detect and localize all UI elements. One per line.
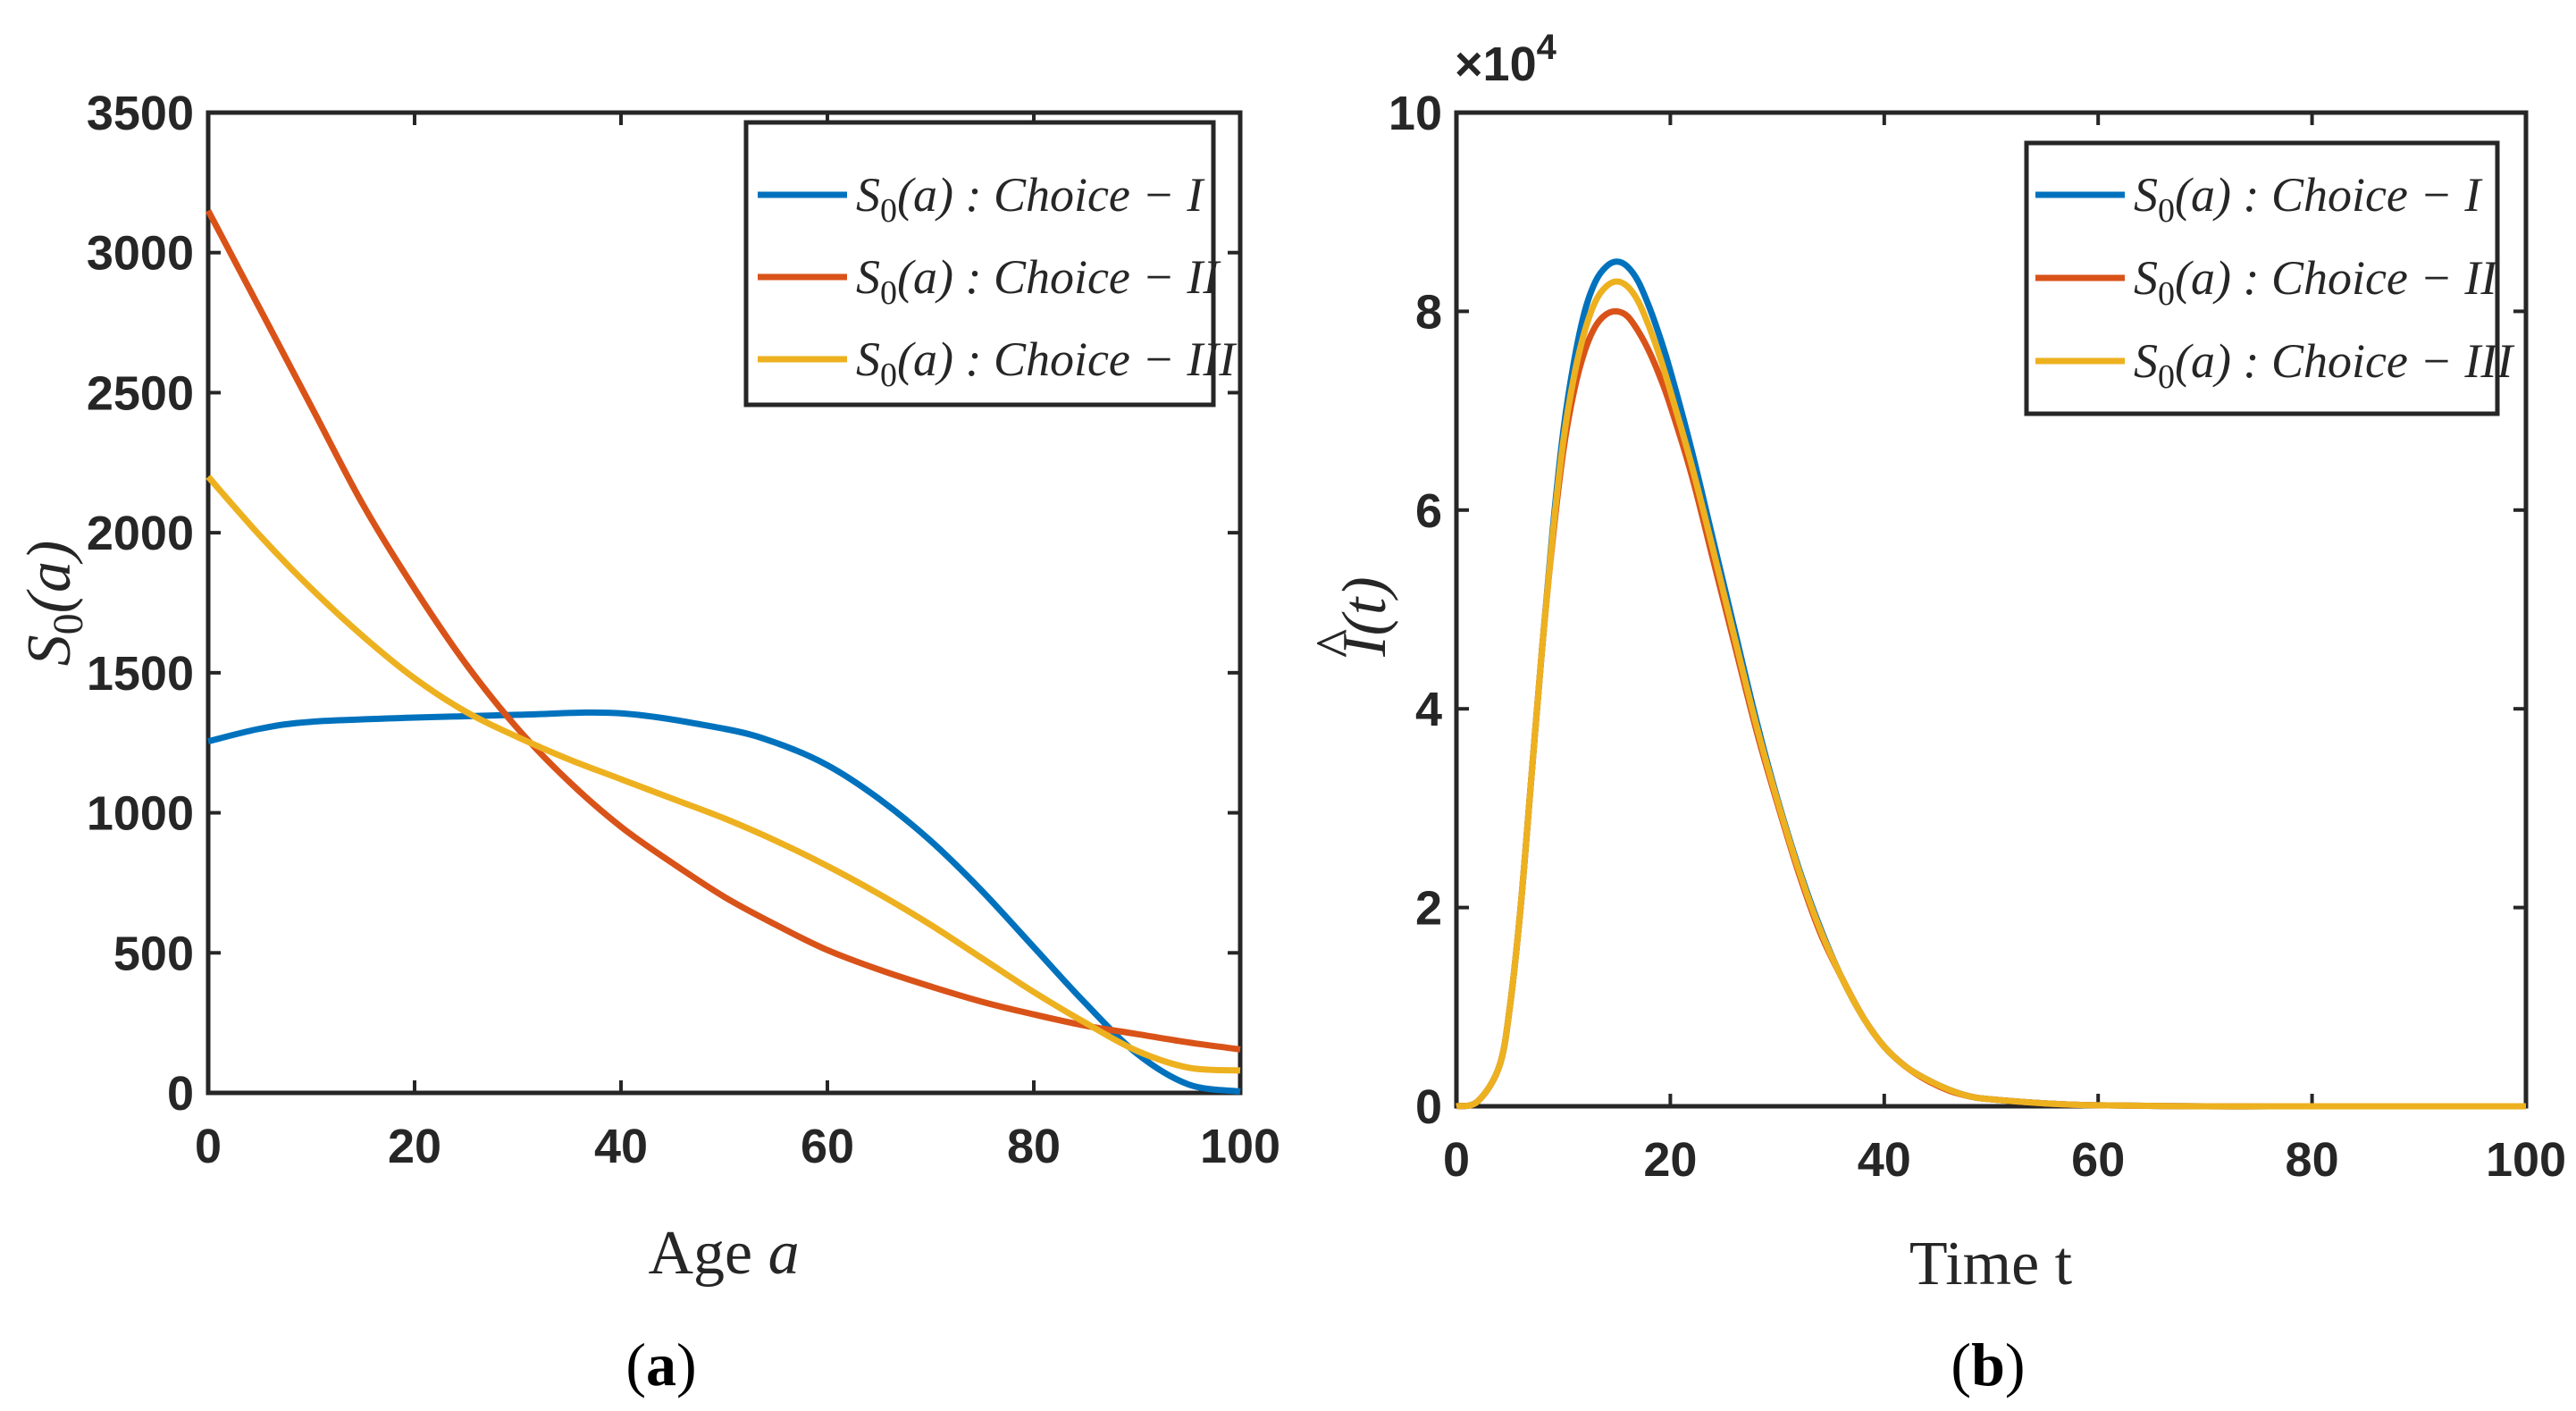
panel-caption-b-letter: b — [1971, 1331, 2005, 1398]
chart-b-legend-2-rest: (a) : Choice − II — [2175, 251, 2499, 305]
chart-a-y-axis-label-main: S — [15, 634, 84, 666]
chart-b-x-tick-label-3: 60 — [2071, 1133, 2125, 1187]
chart-b-y-axis-label-arg: (t) — [1330, 576, 1399, 635]
chart-b-y-tick-label-1: 2 — [1415, 882, 1442, 936]
chart-a-y-axis-label-sub: 0 — [45, 613, 92, 634]
chart-b-x-tick-label-5: 100 — [2486, 1133, 2566, 1187]
chart-a-legend-2-rest: (a) : Choice − II — [897, 250, 1221, 304]
chart-a-x-tick-label-1: 20 — [388, 1120, 441, 1173]
chart-a-x-axis-label-text: Age — [648, 1219, 768, 1288]
chart-b-legend-1-main: S — [2134, 168, 2158, 222]
chart-b-y-tick-label-4: 8 — [1415, 285, 1442, 339]
chart-b-legend-3-rest: (a) : Choice − III — [2175, 334, 2515, 388]
chart-b-x-tick-label-4: 80 — [2286, 1133, 2339, 1187]
chart-b-y-ticks: 0 2 4 6 8 10 — [1389, 87, 2526, 1134]
chart-b-y-tick-label-0: 0 — [1415, 1080, 1442, 1134]
chart-a-legend-1-main: S — [856, 168, 880, 222]
chart-a-series-line-2 — [205, 209, 1241, 1053]
chart-b-x-tick-label-1: 20 — [1643, 1133, 1697, 1187]
chart-b-legend-label-3: S0(a) : Choice − III — [2134, 334, 2515, 396]
chart-b-y-axis-label: ^ I(t) — [1304, 576, 1399, 658]
chart-b-y-axis-label-main: I — [1330, 633, 1399, 658]
chart-b-exponent-power: 4 — [1537, 28, 1557, 67]
chart-a-legend-1-rest: (a) : Choice − I — [897, 168, 1205, 222]
chart-a-lines — [205, 209, 1241, 1095]
panel-caption-a-close: ) — [676, 1331, 697, 1398]
chart-a-x-axis-label-var: a — [768, 1219, 800, 1288]
chart-a-x-ticks: 0 20 40 60 80 100 — [195, 113, 1280, 1173]
chart-b-legend-3-sub: 0 — [2158, 358, 2175, 396]
chart-b-y-tick-label-5: 10 — [1389, 87, 1442, 140]
chart-b-legend-3-main: S — [2134, 334, 2158, 388]
chart-b-legend-1-sub: 0 — [2158, 192, 2175, 230]
chart-b-x-ticks: 0 20 40 60 80 100 — [1443, 113, 2566, 1187]
chart-b-series-line-3 — [1456, 278, 2526, 1110]
chart-a-legend-2-sub: 0 — [880, 274, 897, 312]
chart-b-legend: S0(a) : Choice − I S0(a) : Choice − II S… — [2024, 140, 2515, 416]
chart-a-x-tick-label-5: 100 — [1200, 1120, 1280, 1173]
chart-a-legend-3-sub: 0 — [880, 357, 897, 394]
chart-a-x-axis-label: Age a — [648, 1219, 799, 1288]
chart-a-legend-label-1: S0(a) : Choice − I — [856, 168, 1205, 230]
chart-b-y-tick-label-3: 6 — [1415, 484, 1442, 538]
chart-a-legend-3-main: S — [856, 332, 880, 386]
chart-a: 0 20 40 60 80 100 0 500 1000 1500 2000 2500 3000 350… — [15, 87, 1280, 1288]
chart-a-y-tick-label-2: 1000 — [87, 787, 194, 841]
chart-b-x-axis-label: Time t — [1909, 1230, 2073, 1298]
chart-a-series-line-1 — [207, 709, 1241, 1095]
chart-b-legend-2-sub: 0 — [2158, 275, 2175, 313]
panel-caption-a-open: ( — [625, 1331, 646, 1398]
chart-b-y-tick-label-2: 4 — [1415, 683, 1442, 736]
chart-a-y-axis-label: S0(a) — [15, 541, 92, 667]
chart-a-y-tick-label-0: 0 — [167, 1067, 194, 1121]
chart-a-legend: S0(a) : Choice − I S0(a) : Choice − II S… — [743, 120, 1238, 407]
panel-caption-a: (a) — [625, 1331, 696, 1398]
chart-a-x-tick-label-3: 60 — [801, 1120, 854, 1173]
chart-a-y-tick-label-3: 1500 — [87, 647, 194, 701]
chart-a-y-tick-label-5: 2500 — [87, 366, 194, 420]
chart-b-lines — [1456, 258, 2526, 1110]
chart-b-y-axis-label-hat: ^ — [1304, 629, 1372, 659]
chart-a-y-axis-label-arg: (a) — [15, 541, 84, 614]
chart-b-legend-label-1: S0(a) : Choice − I — [2134, 168, 2483, 230]
chart-a-series-line-3 — [206, 475, 1241, 1074]
chart-a-legend-label-3: S0(a) : Choice − III — [856, 332, 1238, 394]
panel-caption-a-letter: a — [646, 1331, 676, 1398]
chart-b-x-tick-label-0: 0 — [1443, 1133, 1470, 1187]
chart-a-y-tick-label-1: 500 — [113, 927, 194, 980]
chart-a-y-tick-label-7: 3500 — [87, 87, 194, 140]
panel-caption-b: (b) — [1951, 1331, 2025, 1398]
chart-b-exponent-base: ×10 — [1455, 38, 1537, 91]
chart-b-legend-label-2: S0(a) : Choice − II — [2134, 251, 2499, 313]
chart-a-x-tick-label-2: 40 — [594, 1120, 648, 1173]
panel-caption-b-close: ) — [2005, 1331, 2026, 1398]
chart-b-x-tick-label-2: 40 — [1858, 1133, 1911, 1187]
chart-a-legend-3-rest: (a) : Choice − III — [897, 332, 1238, 386]
panel-caption-b-open: ( — [1951, 1331, 1971, 1398]
chart-a-legend-1-sub: 0 — [880, 192, 897, 230]
chart-a-legend-2-main: S — [856, 250, 880, 304]
chart-b-exponent-label: ×104 — [1455, 28, 1557, 91]
chart-a-y-tick-label-4: 2000 — [87, 507, 194, 560]
chart-b-legend-2-main: S — [2134, 251, 2158, 305]
chart-a-legend-label-2: S0(a) : Choice − II — [856, 250, 1221, 312]
chart-a-y-ticks: 0 500 1000 1500 2000 2500 3000 3500 — [87, 87, 1240, 1121]
chart-a-y-tick-label-6: 3000 — [87, 227, 194, 281]
chart-b-y-axis-label-text: I(t) — [1330, 576, 1399, 657]
chart-a-x-tick-label-4: 80 — [1007, 1120, 1061, 1173]
chart-b-legend-1-rest: (a) : Choice − I — [2175, 168, 2483, 222]
chart-a-x-tick-label-0: 0 — [195, 1120, 222, 1173]
